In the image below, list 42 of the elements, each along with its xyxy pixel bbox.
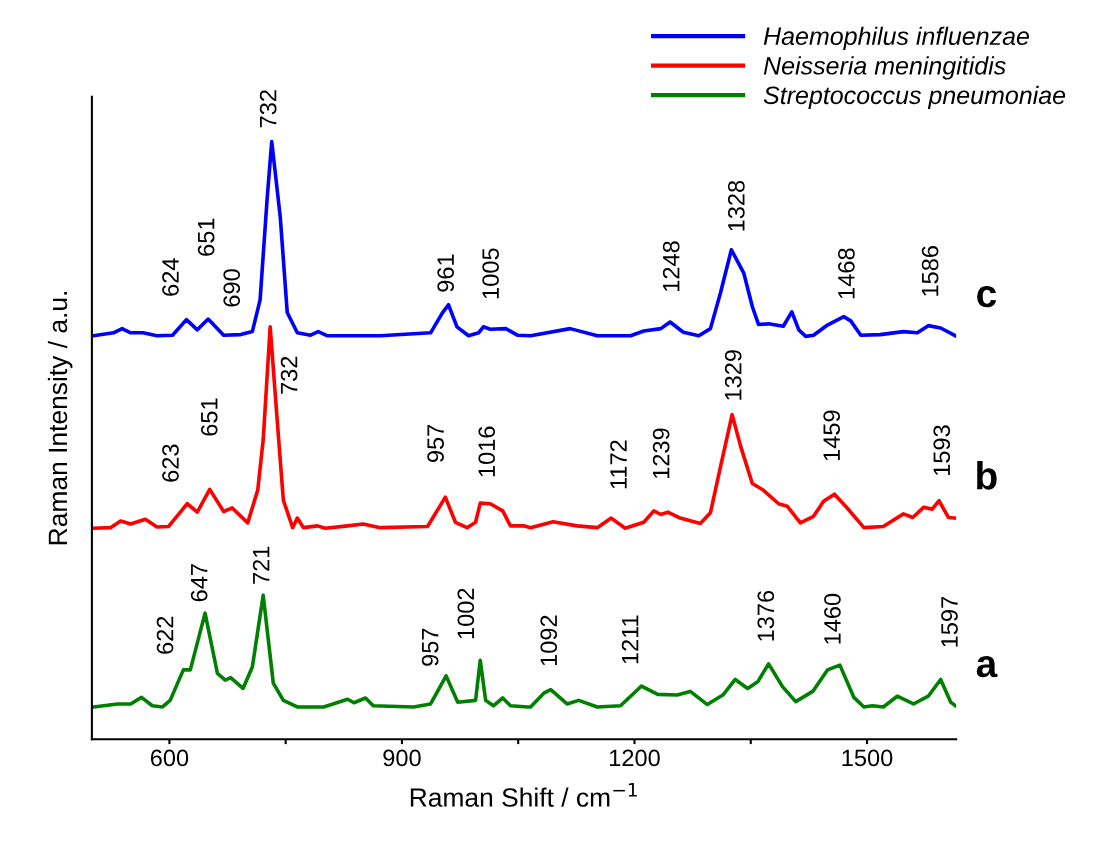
annotation: 1002 [457,588,475,639]
annotation: 651 [200,398,218,436]
annotation: 624 [162,258,179,296]
annotation: 961 [437,254,455,292]
annotation: 1593 [933,425,951,476]
annotation: 622 [156,616,174,654]
text: a [976,656,998,678]
x-tick-label: 1200 [610,749,660,767]
text: c [977,286,997,308]
annotation: 1016 [478,426,496,477]
annotation: 1005 [482,248,499,299]
annotation: 732 [259,90,277,128]
annotation: 1459 [823,410,841,461]
annotation: 647 [190,564,208,602]
annotation: 1248 [662,241,680,291]
annotation: 1328 [727,180,745,231]
annotation: 1211 [621,615,639,664]
annotation: 1329 [724,350,742,400]
legend-label: Streptococcus pneumoniae [763,85,1066,110]
annotation: 1376 [757,590,775,641]
annotation: 1460 [824,593,841,644]
x-axis-title: Raman Shift / cm$^{−1}$ [410,783,637,807]
annotation: 957 [421,628,439,666]
annotation: 732 [280,356,298,394]
annotation: 1468 [838,248,855,299]
text: b [977,461,997,490]
annotation: 1239 [652,428,670,479]
x-tick-label: 1500 [842,749,893,767]
annotation: 1172 [610,440,627,489]
legend-label: Haemophilus influenzae [763,26,1029,51]
x-tick-label: 600 [150,749,189,767]
annotation: 957 [427,424,444,462]
annotation: 1586 [921,246,939,296]
legend-label: Neisseria meningitidis [763,56,1006,80]
annotation: 1092 [540,615,558,666]
annotation: 623 [162,444,179,482]
annotation: 690 [223,269,241,307]
y-axis-title: Raman Intensity / a.u. [47,292,73,545]
annotation: 1597 [941,597,958,647]
annotation: 651 [197,218,215,256]
annotation: 721 [252,546,270,584]
x-tick-label: 900 [383,749,421,767]
